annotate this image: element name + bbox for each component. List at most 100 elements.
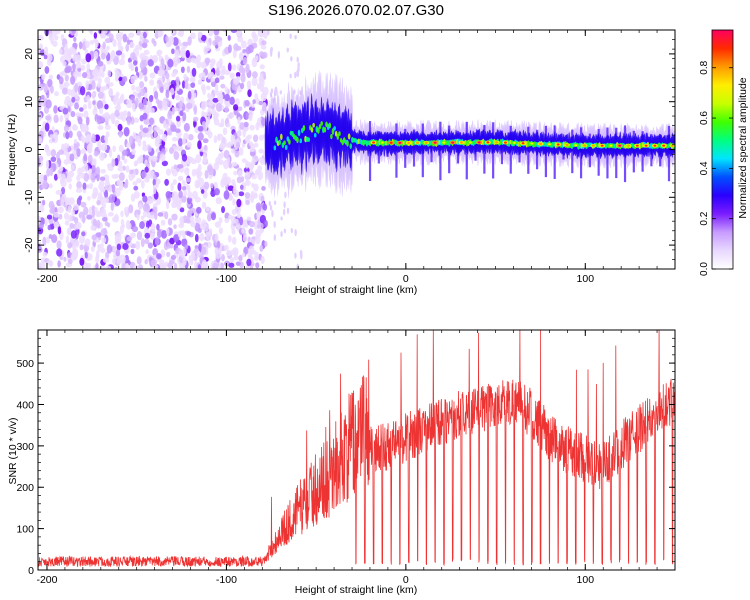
signal-hotspot-core: [653, 144, 657, 147]
signal-hotspot-core: [565, 143, 569, 146]
y-tick-label: 200: [16, 482, 34, 494]
noise-speck: [76, 181, 82, 190]
noise-speck: [220, 178, 226, 188]
noise-speck: [239, 184, 244, 190]
noise-speck: [44, 122, 50, 132]
noise-speck: [150, 232, 155, 241]
noise-speck: [62, 107, 69, 115]
noise-speck: [80, 201, 87, 208]
noise-speck: [210, 182, 214, 189]
signal-core: [302, 124, 306, 131]
noise-speck: [155, 134, 161, 144]
signal-hotspot-core: [530, 142, 534, 145]
noise-speck: [147, 105, 152, 113]
y-tick-label: 100: [16, 524, 34, 536]
noise-speck: [86, 63, 90, 72]
noise-speck: [128, 135, 134, 145]
noise-speck: [63, 159, 70, 165]
noise-speck: [197, 31, 203, 39]
noise-speck: [101, 237, 107, 244]
noise-speck: [196, 216, 202, 224]
noise-speck: [142, 203, 148, 212]
noise-speck: [88, 83, 93, 91]
signal-core: [320, 121, 323, 126]
noise-speck: [187, 90, 192, 100]
noise-speck: [128, 171, 134, 181]
noise-speck: [139, 72, 144, 78]
signal-hotspot-core: [574, 144, 578, 147]
noise-speck: [96, 100, 104, 110]
noise-speck: [84, 251, 88, 259]
noise-speck: [53, 211, 60, 218]
noise-speck: [97, 77, 102, 84]
noise-speck: [260, 255, 265, 265]
noise-speck: [126, 236, 133, 242]
noise-speck: [206, 42, 211, 52]
noise-speck: [72, 42, 78, 49]
noise-speck: [38, 157, 41, 167]
y-tick-label: 0: [28, 565, 34, 577]
signal-hotspot-core: [635, 144, 639, 147]
noise-speck: [253, 183, 259, 192]
noise-speck: [49, 134, 55, 139]
noise-speck: [118, 132, 123, 138]
noise-speck: [74, 224, 80, 230]
snr-panel: -200 -100 0 100 0 100 200 300 400 500 Height of …: [7, 329, 676, 596]
noise-speck: [202, 123, 206, 128]
noise-speck: [241, 228, 245, 234]
noise-speck: [61, 87, 68, 95]
noise-speck: [79, 86, 86, 96]
noise-speck: [170, 254, 177, 261]
noise-speck: [271, 209, 274, 218]
noise-speck: [156, 50, 162, 57]
noise-speck: [83, 206, 89, 216]
noise-speck: [109, 113, 114, 120]
noise-speck: [213, 113, 217, 122]
signal-hotspot-core: [600, 144, 604, 147]
noise-speck: [166, 251, 171, 258]
noise-speck: [223, 190, 230, 200]
noise-speck: [204, 169, 209, 180]
noise-speck: [177, 138, 183, 147]
noise-speck: [215, 251, 221, 260]
signal-spike: [439, 121, 442, 181]
noise-speck: [227, 141, 234, 147]
noise-speck: [95, 262, 99, 269]
noise-speck: [38, 137, 43, 143]
signal-core: [273, 145, 277, 151]
noise-speck: [210, 212, 216, 221]
spectrogram-y-ticks: -20 -10 0 10 20: [23, 29, 675, 270]
noise-speck: [239, 82, 245, 90]
noise-speck: [238, 147, 244, 156]
noise-speck: [73, 203, 80, 211]
noise-speck: [224, 106, 229, 113]
noise-speck: [64, 68, 71, 74]
noise-speck: [96, 219, 101, 229]
noise-speck: [142, 31, 147, 39]
signal-core: [280, 133, 283, 141]
noise-speck: [100, 143, 108, 152]
noise-speck: [97, 69, 103, 78]
noise-speck: [237, 36, 244, 43]
noise-speck: [133, 264, 139, 269]
y-tick-label: 300: [16, 441, 34, 453]
noise-speck: [133, 74, 138, 81]
noise-speck: [154, 236, 159, 246]
noise-speck: [160, 219, 166, 226]
signal-core: [307, 137, 311, 142]
noise-speck: [171, 201, 178, 209]
signal-spike: [571, 129, 574, 174]
noise-speck: [197, 140, 202, 150]
noise-speck: [253, 220, 259, 230]
noise-speck: [38, 205, 43, 213]
noise-speck: [51, 204, 55, 210]
noise-speck: [48, 32, 53, 41]
noise-speck: [254, 234, 261, 245]
noise-speck: [115, 249, 121, 257]
noise-speck: [156, 223, 160, 231]
noise-speck: [142, 210, 148, 218]
colorbar: 0.0 0.2 0.4 0.6 0.8 Normalized spectral ampl…: [699, 29, 749, 276]
noise-speck: [65, 95, 71, 102]
noise-speck: [127, 222, 132, 230]
noise-speck: [41, 73, 46, 80]
